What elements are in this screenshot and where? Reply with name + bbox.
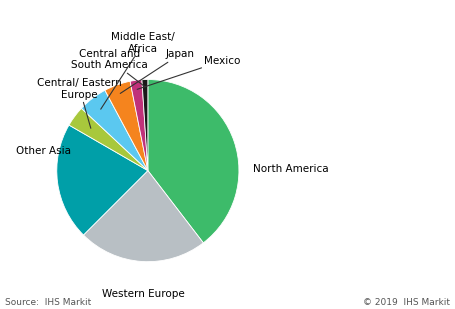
Wedge shape [69, 108, 148, 171]
Text: North America: North America [253, 164, 328, 174]
Text: Other Asia: Other Asia [16, 146, 71, 155]
Text: Central/ Eastern
Europe: Central/ Eastern Europe [37, 78, 122, 128]
Wedge shape [130, 80, 148, 171]
Text: Central and
South America: Central and South America [71, 49, 148, 87]
Text: Source:  IHS Markit: Source: IHS Markit [5, 298, 91, 307]
Wedge shape [57, 125, 148, 235]
Wedge shape [105, 81, 148, 171]
Text: Mexico: Mexico [137, 56, 241, 89]
Text: World consumption  of tetramer—2018: World consumption of tetramer—2018 [5, 14, 297, 27]
Text: Middle East/
Africa: Middle East/ Africa [101, 32, 175, 109]
Wedge shape [83, 171, 203, 262]
Text: © 2019  IHS Markit: © 2019 IHS Markit [364, 298, 450, 307]
Wedge shape [142, 79, 148, 171]
Wedge shape [81, 90, 148, 171]
Text: Japan: Japan [120, 49, 194, 93]
Wedge shape [148, 79, 239, 243]
Text: Western Europe: Western Europe [102, 289, 185, 299]
